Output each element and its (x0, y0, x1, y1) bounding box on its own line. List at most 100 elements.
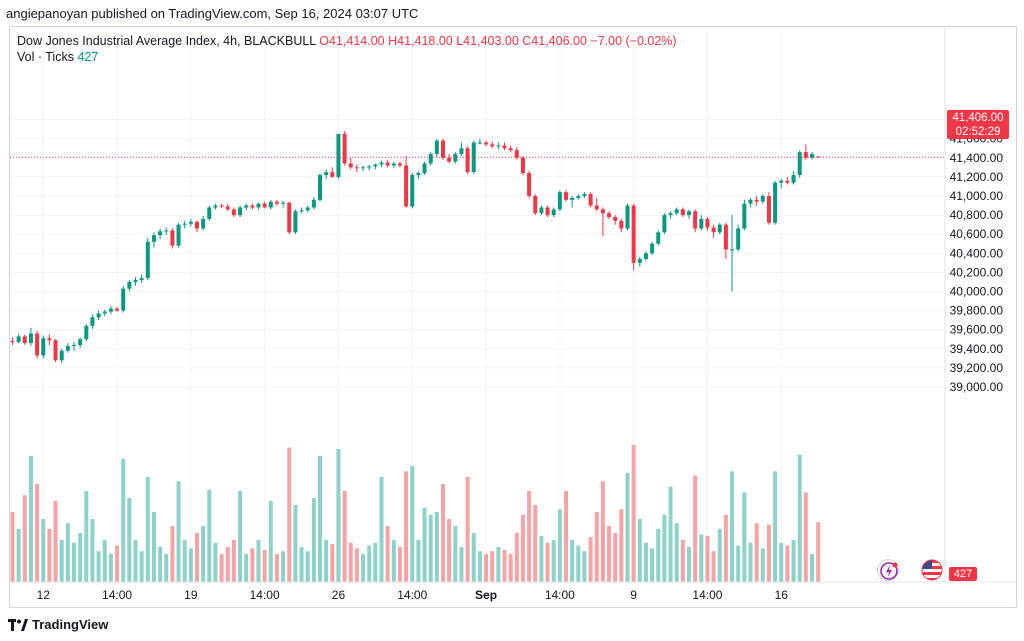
candle-body[interactable] (59, 350, 64, 361)
candle-body[interactable] (816, 156, 821, 158)
candle-body[interactable] (22, 336, 27, 344)
candle-body[interactable] (176, 224, 181, 246)
candle-body[interactable] (361, 167, 366, 169)
candle-body[interactable] (213, 205, 218, 208)
candle-body[interactable] (139, 278, 144, 281)
candle-body[interactable] (637, 259, 642, 263)
candle-body[interactable] (219, 205, 224, 207)
candle-body[interactable] (195, 221, 199, 229)
candle-body[interactable] (551, 209, 556, 216)
candle-body[interactable] (281, 202, 286, 204)
candle-body[interactable] (428, 153, 433, 164)
candle-body[interactable] (674, 209, 679, 214)
candle-body[interactable] (742, 203, 747, 229)
candle-body[interactable] (600, 209, 605, 214)
candle-body[interactable] (496, 145, 501, 147)
candle-body[interactable] (545, 207, 550, 216)
candle-body[interactable] (779, 180, 784, 183)
candle-body[interactable] (416, 173, 421, 175)
candle-body[interactable] (434, 140, 439, 154)
candle-body[interactable] (41, 338, 46, 356)
candle-body[interactable] (102, 311, 107, 314)
candle-body[interactable] (108, 308, 113, 312)
candle-body[interactable] (10, 341, 15, 343)
candle-body[interactable] (72, 344, 76, 346)
candle-body[interactable] (342, 133, 347, 164)
candle-body[interactable] (533, 196, 538, 214)
candle-body[interactable] (84, 325, 89, 340)
candle-body[interactable] (711, 227, 716, 233)
candle-body[interactable] (373, 164, 378, 167)
candle-body[interactable] (391, 163, 396, 166)
volume-label[interactable]: Vol · Ticks (17, 50, 74, 64)
candle-body[interactable] (348, 163, 353, 168)
candle-body[interactable] (133, 280, 138, 282)
candle-body[interactable] (225, 206, 230, 210)
candle-body[interactable] (773, 182, 778, 223)
candle-body[interactable] (582, 194, 587, 196)
candle-body[interactable] (28, 333, 33, 344)
candle-body[interactable] (797, 152, 802, 175)
candle-body[interactable] (188, 221, 193, 224)
candle-body[interactable] (527, 173, 532, 196)
candle-body[interactable] (484, 142, 489, 145)
footer-brand[interactable]: TradingView (32, 617, 109, 632)
candle-body[interactable] (760, 196, 765, 202)
candle-body[interactable] (299, 210, 304, 212)
candle-body[interactable] (121, 288, 126, 311)
candle-body[interactable] (643, 253, 648, 260)
candle-body[interactable] (250, 205, 255, 208)
candle-body[interactable] (730, 249, 735, 251)
candle-body[interactable] (539, 207, 544, 214)
candle-body[interactable] (201, 218, 206, 229)
candle-body[interactable] (502, 145, 507, 149)
candle-body[interactable] (631, 205, 636, 263)
candle-body[interactable] (410, 174, 415, 207)
candle-body[interactable] (766, 196, 771, 223)
symbol-name[interactable]: Dow Jones Industrial Average Index, 4h, … (17, 34, 316, 48)
tradingview-logo-icon[interactable] (8, 618, 28, 632)
candle-body[interactable] (594, 205, 599, 210)
candle-body[interactable] (182, 223, 187, 225)
candle-body[interactable] (318, 174, 322, 200)
candle-body[interactable] (354, 167, 359, 169)
candle-body[interactable] (810, 153, 814, 158)
candle-body[interactable] (47, 338, 52, 341)
candle-body[interactable] (311, 199, 316, 208)
candle-body[interactable] (90, 317, 95, 326)
candle-body[interactable] (231, 209, 236, 216)
candle-body[interactable] (588, 194, 593, 206)
candle-body[interactable] (397, 163, 402, 166)
candle-body[interactable] (268, 201, 273, 208)
candle-body[interactable] (96, 313, 101, 318)
candle-body[interactable] (78, 339, 83, 345)
candle-body[interactable] (687, 211, 691, 216)
candle-body[interactable] (736, 228, 741, 250)
candle-body[interactable] (680, 209, 685, 216)
candle-body[interactable] (385, 162, 390, 166)
candle-body[interactable] (207, 207, 212, 219)
candle-body[interactable] (477, 142, 482, 144)
candle-body[interactable] (35, 333, 40, 356)
candle-body[interactable] (459, 148, 464, 154)
candle-body[interactable] (717, 224, 722, 233)
candle-body[interactable] (274, 201, 279, 204)
us-flag-icon[interactable] (921, 559, 943, 581)
lightning-icon[interactable] (877, 559, 899, 581)
candle-body[interactable] (256, 203, 261, 208)
candle-body[interactable] (723, 224, 728, 250)
candle-body[interactable] (158, 231, 163, 236)
candle-body[interactable] (471, 142, 476, 173)
candle-body[interactable] (164, 230, 169, 232)
candle-body[interactable] (422, 163, 427, 174)
candle-body[interactable] (705, 218, 710, 228)
candle-body[interactable] (324, 172, 329, 175)
candle-body[interactable] (656, 232, 661, 244)
candle-body[interactable] (367, 166, 372, 168)
candle-body[interactable] (564, 192, 568, 200)
candle-body[interactable] (53, 340, 58, 361)
candle-body[interactable] (570, 197, 575, 200)
candle-body[interactable] (514, 150, 519, 158)
candle-body[interactable] (613, 217, 618, 221)
